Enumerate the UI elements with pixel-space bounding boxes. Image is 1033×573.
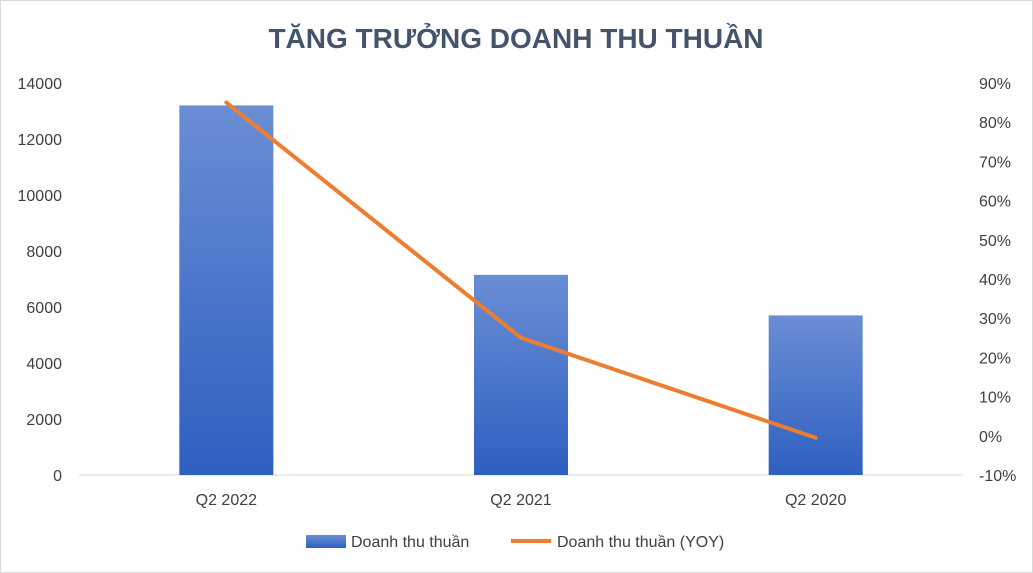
right-tick-label: 70% bbox=[979, 154, 1011, 171]
right-tick-label: 20% bbox=[979, 350, 1011, 367]
right-tick-label: 50% bbox=[979, 233, 1011, 250]
legend-label-line: Doanh thu thuần (YOY) bbox=[557, 534, 724, 551]
right-axis: -10% 0% 10% 20% 30% 40% 50% 60% 70% 80% 90% bbox=[979, 76, 1016, 485]
legend-swatch-bar bbox=[306, 535, 346, 548]
right-tick-label: -10% bbox=[979, 468, 1016, 485]
right-tick-label: 40% bbox=[979, 272, 1011, 289]
right-tick-label: 60% bbox=[979, 194, 1011, 211]
left-tick-label: 14000 bbox=[18, 76, 63, 93]
x-tick-label: Q2 2021 bbox=[490, 492, 551, 509]
bar bbox=[474, 274, 568, 475]
x-axis: Q2 2022 Q2 2021 Q2 2020 bbox=[196, 492, 847, 509]
left-tick-label: 4000 bbox=[26, 356, 62, 373]
left-axis: 0 2000 4000 6000 8000 10000 12000 14000 bbox=[18, 76, 63, 485]
left-tick-label: 6000 bbox=[26, 300, 62, 317]
bar bbox=[768, 315, 863, 475]
x-tick-label: Q2 2020 bbox=[785, 492, 846, 509]
right-tick-label: 0% bbox=[979, 429, 1002, 446]
legend: Doanh thu thuần Doanh thu thuần (YOY) bbox=[306, 534, 724, 551]
right-tick-label: 90% bbox=[979, 76, 1011, 93]
line-series bbox=[224, 100, 818, 440]
left-tick-label: 2000 bbox=[26, 412, 62, 429]
left-tick-label: 10000 bbox=[18, 188, 63, 205]
right-tick-label: 30% bbox=[979, 311, 1011, 328]
chart-title: TĂNG TRƯỞNG DOANH THU THUẦN bbox=[268, 22, 763, 54]
left-tick-label: 8000 bbox=[26, 244, 62, 261]
right-tick-label: 80% bbox=[979, 115, 1011, 132]
bar bbox=[179, 105, 274, 476]
x-tick-label: Q2 2022 bbox=[196, 492, 257, 509]
legend-label-bar: Doanh thu thuần bbox=[351, 534, 469, 551]
right-tick-label: 10% bbox=[979, 390, 1011, 407]
left-tick-label: 12000 bbox=[18, 132, 63, 149]
left-tick-label: 0 bbox=[53, 468, 62, 485]
bar-series bbox=[179, 105, 863, 476]
